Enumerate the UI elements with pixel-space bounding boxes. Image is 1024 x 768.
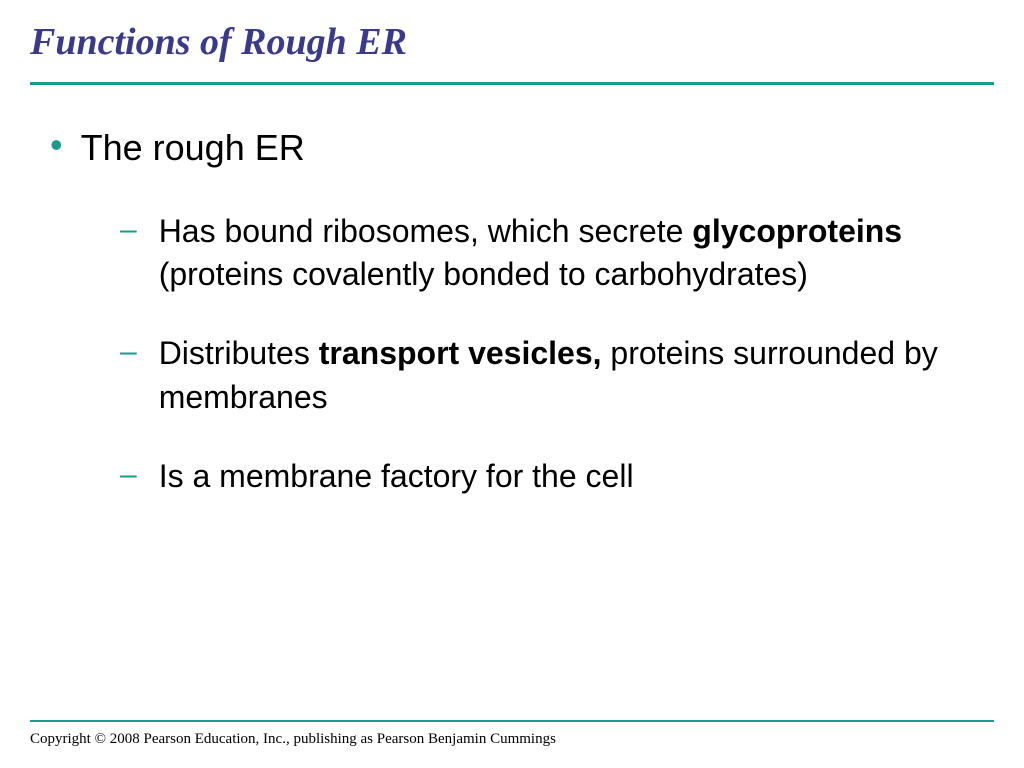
sub0-bold: glycoproteins (692, 213, 902, 249)
bullet-l2-text: Is a membrane factory for the cell (159, 455, 634, 498)
bullet-level2: – Distributes transport vesicles, protei… (120, 332, 974, 418)
bullet-marker-icon: • (50, 125, 63, 165)
sub0-pre: Has bound ribosomes, which secrete (159, 213, 693, 249)
dash-marker-icon: – (120, 332, 137, 372)
slide-title: Functions of Rough ER (30, 20, 994, 64)
content-area: • The rough ER – Has bound ribosomes, wh… (30, 125, 994, 498)
dash-marker-icon: – (120, 455, 137, 495)
copyright-text: Copyright © 2008 Pearson Education, Inc.… (30, 731, 556, 748)
bullet-l2-text: Distributes transport vesicles, proteins… (159, 332, 974, 418)
bullet-l1-text: The rough ER (81, 125, 305, 170)
sub0-post: (proteins covalently bonded to carbohydr… (159, 256, 808, 292)
title-divider (30, 82, 994, 85)
sub1-bold: transport vesicles, (319, 335, 602, 371)
bullet-level2: – Is a membrane factory for the cell (120, 455, 974, 498)
bullet-l2-text: Has bound ribosomes, which secrete glyco… (159, 210, 974, 296)
bullet-level2: – Has bound ribosomes, which secrete gly… (120, 210, 974, 296)
sub1-pre: Distributes (159, 335, 319, 371)
sub2-pre: Is a membrane factory for the cell (159, 458, 634, 494)
slide-container: Functions of Rough ER • The rough ER – H… (0, 0, 1024, 768)
dash-marker-icon: – (120, 210, 137, 250)
bullet-level1: • The rough ER (50, 125, 974, 170)
footer-divider (30, 720, 994, 722)
